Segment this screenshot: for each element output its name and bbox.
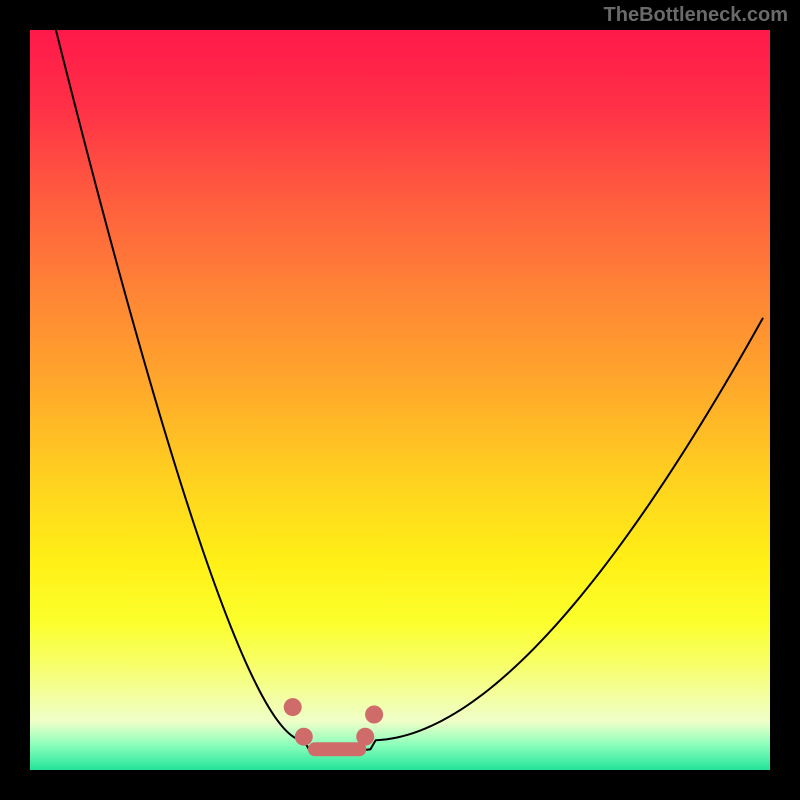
valley-marker-3 <box>365 706 383 724</box>
valley-marker-1 <box>295 728 313 746</box>
valley-marker-0 <box>284 698 302 716</box>
watermark-text: TheBottleneck.com <box>604 4 788 27</box>
plot-background <box>30 30 770 770</box>
valley-marker-2 <box>356 728 374 746</box>
chart-container: TheBottleneck.com <box>0 0 800 800</box>
bottleneck-chart <box>30 30 770 770</box>
